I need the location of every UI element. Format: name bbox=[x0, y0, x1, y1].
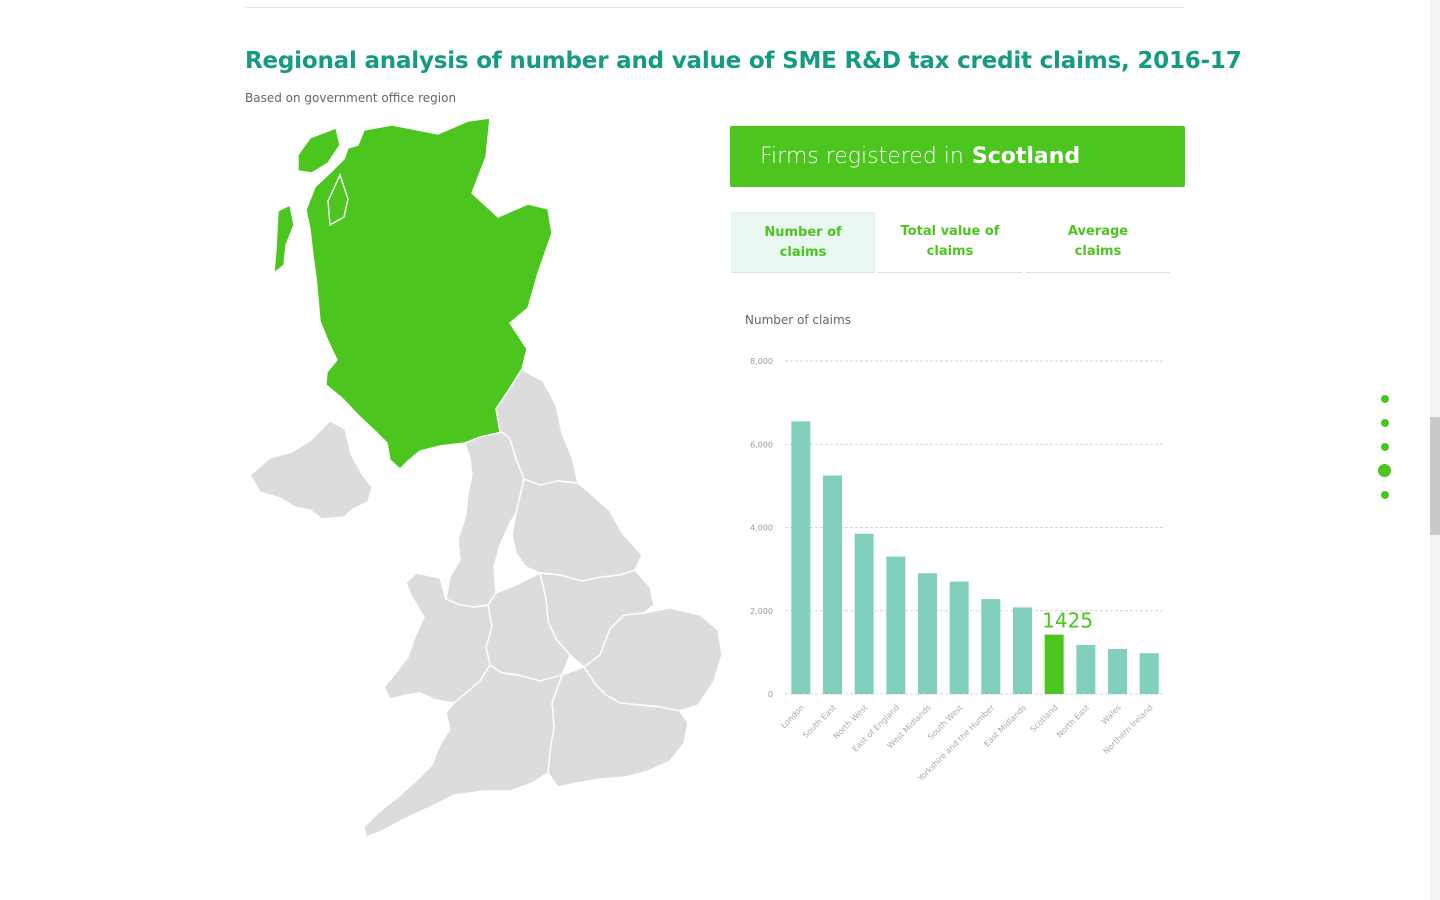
bar bbox=[1013, 607, 1032, 694]
map-region-northern-ireland[interactable] bbox=[249, 420, 373, 520]
scrollbar-thumb[interactable] bbox=[1430, 417, 1440, 535]
bar bbox=[854, 533, 874, 694]
y-tick-label: 0 bbox=[768, 690, 773, 699]
tab-total-value-of-claims[interactable]: Total value of claims bbox=[878, 212, 1022, 273]
banner-region-name: Scotland bbox=[971, 144, 1081, 169]
bar bbox=[949, 581, 969, 694]
uk-map-svg bbox=[249, 117, 723, 838]
pager-dot-4[interactable] bbox=[1378, 464, 1391, 477]
metric-tabs: Number of claims Total value of claims A… bbox=[731, 212, 1171, 273]
bar bbox=[918, 573, 937, 694]
map-region-wales[interactable] bbox=[383, 572, 493, 704]
pager-dot-5[interactable] bbox=[1381, 491, 1389, 499]
region-banner: Firms registered in Scotland bbox=[730, 126, 1185, 187]
pager-dot-2[interactable] bbox=[1381, 419, 1389, 427]
bar bbox=[791, 421, 811, 694]
x-tick-label: North East bbox=[1055, 703, 1091, 739]
section-pager bbox=[1378, 392, 1392, 504]
pager-dot-3[interactable] bbox=[1381, 443, 1389, 451]
bar bbox=[1076, 644, 1096, 694]
banner-prefix: Firms registered in bbox=[760, 144, 964, 169]
bar bbox=[886, 556, 906, 694]
x-tick-label: Wales bbox=[1100, 703, 1123, 726]
bar bbox=[823, 475, 842, 694]
pager-dot-1[interactable] bbox=[1381, 395, 1389, 403]
y-axis-label: Number of claims bbox=[745, 313, 851, 327]
page-title: Regional analysis of number and value of… bbox=[245, 48, 1242, 74]
y-tick-label: 6,000 bbox=[750, 440, 773, 449]
x-tick-label: Scotland bbox=[1029, 703, 1060, 734]
top-divider bbox=[245, 7, 1185, 8]
y-tick-label: 8,000 bbox=[750, 357, 773, 366]
claims-bar-chart: Number of claims 0 2,000 4,000 6,000 8,000 Lon… bbox=[740, 300, 1180, 784]
map-region-south-west[interactable] bbox=[363, 664, 564, 838]
x-tick-label: London bbox=[779, 703, 806, 730]
bar bbox=[981, 599, 1001, 694]
uk-region-map bbox=[240, 115, 730, 845]
page-subtitle: Based on government office region bbox=[245, 91, 457, 105]
bar bbox=[1139, 653, 1159, 694]
highlight-data-label: 1425 bbox=[1042, 609, 1093, 633]
y-tick-label: 2,000 bbox=[750, 607, 773, 616]
tab-average-claims[interactable]: Average claims bbox=[1026, 212, 1170, 273]
bar bbox=[1044, 634, 1064, 694]
chart-svg: Number of claims 0 2,000 4,000 6,000 8,000 Lon… bbox=[745, 313, 1165, 784]
map-region-scotland-isles[interactable] bbox=[273, 127, 349, 275]
map-region-north-west[interactable] bbox=[445, 431, 525, 608]
bar bbox=[1108, 649, 1127, 694]
y-tick-label: 4,000 bbox=[750, 524, 773, 533]
map-region-scotland[interactable] bbox=[305, 117, 553, 470]
map-region-yorkshire[interactable] bbox=[511, 478, 643, 582]
tab-number-of-claims[interactable]: Number of claims bbox=[731, 212, 875, 273]
